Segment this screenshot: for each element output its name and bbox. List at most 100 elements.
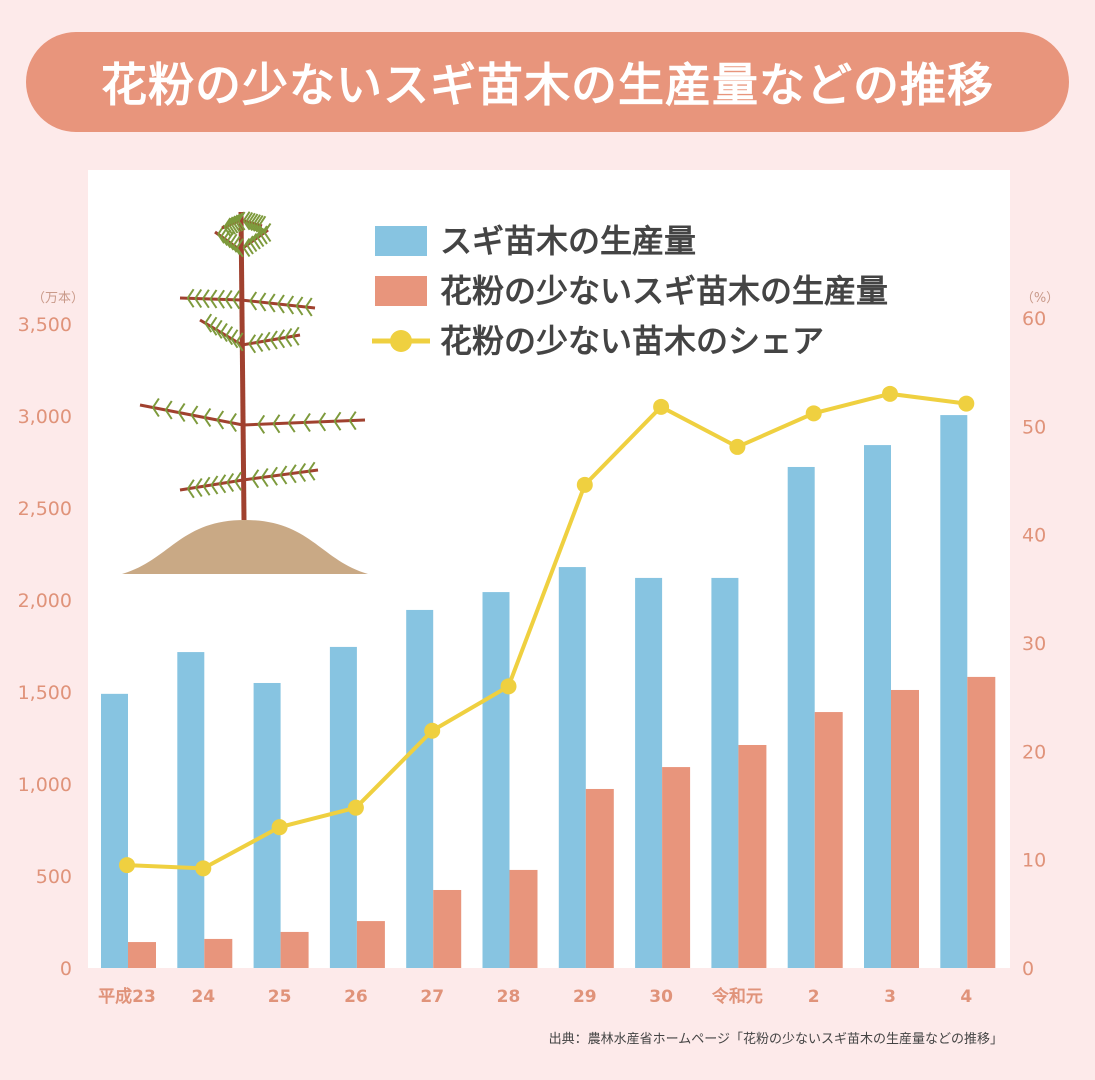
tree-needle <box>235 341 244 352</box>
tree-needle <box>152 397 160 409</box>
tree-needle <box>272 414 281 425</box>
tree-needle <box>249 241 258 253</box>
tree-needle <box>194 297 203 309</box>
bar-low-pollen <box>662 767 691 968</box>
tree-needle <box>223 238 232 249</box>
tree-needle <box>253 223 261 234</box>
bar-total <box>558 567 586 968</box>
legend-label: 花粉の少ない苗木のシェア <box>440 322 824 360</box>
tree-needle <box>220 322 228 334</box>
tree-needle <box>202 298 210 309</box>
tree-needle <box>287 413 296 424</box>
tree-needle <box>258 215 267 226</box>
share-point <box>882 385 898 402</box>
tree-needle <box>260 234 268 245</box>
tree-needle <box>220 331 228 343</box>
tree-needle <box>249 291 258 302</box>
tree-needle <box>236 238 244 249</box>
tree-needle <box>242 246 251 258</box>
tree-needle <box>257 423 266 434</box>
tree-needle <box>237 211 246 222</box>
tree-needle <box>217 233 225 244</box>
tree-needle <box>232 244 241 256</box>
tree-needle <box>258 301 267 312</box>
tree-needle <box>348 420 357 431</box>
left-tick-label: 1,500 <box>18 682 72 704</box>
soil-mound <box>122 520 368 574</box>
tree-needle <box>202 476 211 487</box>
tree-needle <box>318 421 327 432</box>
tree-needle <box>236 247 244 258</box>
tree-needle <box>164 400 173 411</box>
x-tick-label: 26 <box>344 987 368 1007</box>
tree-needle <box>246 235 254 246</box>
legend-swatch-low-pollen <box>375 276 427 306</box>
tree-needle <box>229 233 238 244</box>
share-point <box>805 405 822 422</box>
tree-needle <box>270 466 278 477</box>
x-tick-label: 3 <box>884 987 896 1007</box>
tree-needle <box>333 411 342 422</box>
tree-needle <box>277 303 285 314</box>
tree-needle <box>232 299 241 310</box>
tree-needle <box>255 214 264 226</box>
tree-needle <box>234 471 242 482</box>
tree-needle <box>255 332 264 344</box>
tree-needle <box>248 343 257 354</box>
tree-needle <box>190 405 199 416</box>
bar-total <box>482 592 510 968</box>
tree-needle <box>224 298 233 310</box>
tree-needle <box>245 220 254 232</box>
tree-needle <box>204 313 213 324</box>
tree-needle <box>298 462 307 474</box>
right-tick-label: 40 <box>1022 525 1046 547</box>
tree-needle <box>237 220 246 231</box>
bar-total <box>787 466 815 968</box>
legend-label: 花粉の少ないスギ苗木の生産量 <box>440 272 888 310</box>
tree-needle <box>225 326 234 337</box>
tree-needle <box>187 488 195 499</box>
tree-needle <box>277 338 286 349</box>
bar-low-pollen <box>204 938 233 968</box>
bar-low-pollen <box>356 921 385 968</box>
tree-needle <box>164 409 173 420</box>
left-tick-label: 1,000 <box>18 774 72 796</box>
tree-needle <box>228 224 236 235</box>
share-point <box>424 722 441 739</box>
tree-needle <box>284 327 293 339</box>
bar-low-pollen <box>738 744 767 968</box>
tree-needle <box>230 329 239 340</box>
tree-needle <box>218 474 227 485</box>
share-point <box>958 395 975 412</box>
left-tick-label: 0 <box>60 958 72 980</box>
bar-low-pollen <box>128 942 156 968</box>
tree-needle <box>272 423 281 434</box>
x-tick-label: 30 <box>649 987 673 1007</box>
tree-needle <box>270 330 278 341</box>
tree-needle <box>250 213 259 224</box>
tree-needle <box>277 294 285 305</box>
tree-needle <box>262 340 271 351</box>
right-tick-label: 0 <box>1022 958 1034 980</box>
tree-needle <box>209 289 218 300</box>
share-point <box>271 819 288 836</box>
tree-needle <box>223 226 232 237</box>
tree-needle <box>235 332 244 343</box>
share-line <box>126 391 967 871</box>
tree-needle <box>235 212 244 223</box>
tree-needle <box>187 479 195 490</box>
tree-needle <box>248 334 257 345</box>
tree-needle <box>253 239 261 250</box>
tree-needle <box>279 474 288 485</box>
tree-needle <box>333 420 342 431</box>
share-point <box>729 438 746 455</box>
share-point <box>119 857 135 874</box>
x-tick-label: 4 <box>960 987 972 1007</box>
right-tick-label: 10 <box>1022 850 1046 872</box>
tree-needle <box>318 412 327 423</box>
bar-total <box>101 693 128 968</box>
tree-needle <box>250 222 259 233</box>
tree-needle <box>260 467 269 479</box>
tree-needle <box>246 244 254 255</box>
bar-total <box>177 652 205 968</box>
